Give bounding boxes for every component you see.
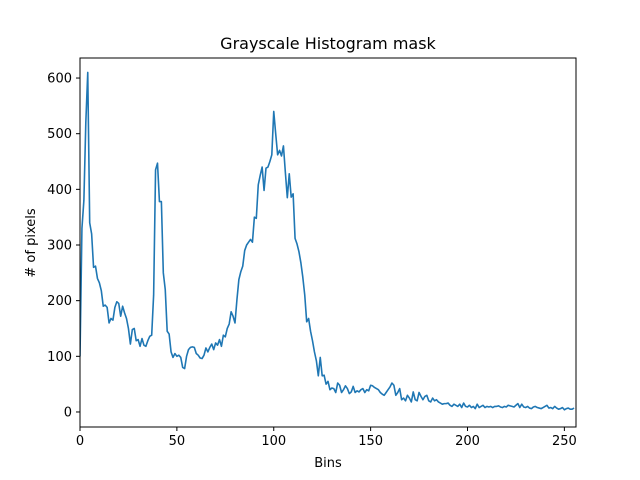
- plot-frame: [79, 57, 577, 428]
- y-tick-label: 600: [47, 72, 72, 87]
- y-axis-label: # of pixels: [24, 208, 39, 277]
- x-axis-label: Bins: [314, 456, 342, 471]
- series-layer: [80, 71, 575, 411]
- chart-title: Grayscale Histogram mask: [220, 34, 436, 53]
- x-tick-label: 150: [358, 434, 383, 449]
- x-axis-ticks: 0 50 100 150 200 250: [76, 427, 577, 449]
- y-tick-label: 200: [47, 294, 72, 309]
- x-tick-label: 250: [552, 434, 577, 449]
- x-tick-label: 50: [169, 434, 186, 449]
- y-tick-label: 500: [47, 127, 72, 142]
- y-tick-label: 400: [47, 183, 72, 198]
- y-tick-label: 100: [47, 350, 72, 365]
- y-axis-ticks: 0 100 200 300 400 500 600: [47, 72, 80, 420]
- y-tick-label: 0: [64, 405, 72, 420]
- x-tick-label: 200: [455, 434, 480, 449]
- series-line-histogram: [80, 71, 575, 411]
- x-tick-label: 100: [261, 434, 286, 449]
- x-tick-label: 0: [76, 434, 84, 449]
- y-tick-label: 300: [47, 239, 72, 254]
